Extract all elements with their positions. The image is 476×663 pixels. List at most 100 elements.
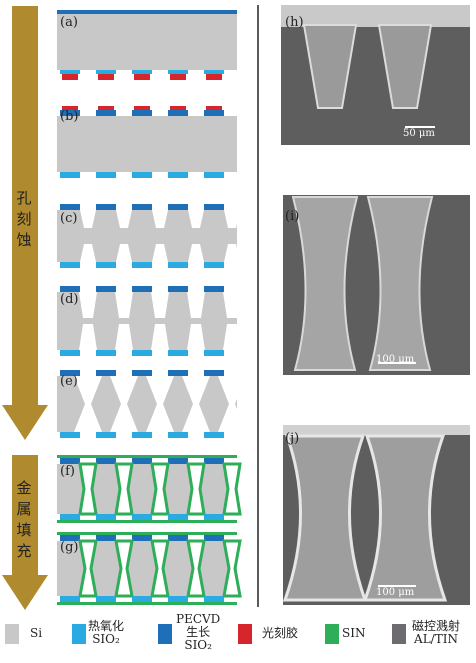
legend-label: SIN xyxy=(342,627,365,640)
legend-text: Si xyxy=(30,627,42,640)
layer-dash xyxy=(96,596,116,602)
scale-bar-label: 100 μm xyxy=(376,354,414,365)
panel-label: (g) xyxy=(60,541,78,555)
layer-dash xyxy=(170,106,186,110)
layer-dash xyxy=(96,514,116,520)
legend-label: 光刻胶 xyxy=(262,627,298,640)
layer-dash xyxy=(96,110,116,116)
layer-dash xyxy=(170,74,186,80)
figure-graphics xyxy=(0,0,476,663)
layer-dash xyxy=(168,432,188,438)
layer-dash xyxy=(168,262,188,268)
legend-swatch xyxy=(392,624,406,644)
layer-dash xyxy=(204,172,224,178)
layer-dash xyxy=(168,458,188,464)
layer-dash xyxy=(96,535,116,541)
layer-dash xyxy=(60,432,80,438)
layer-dash xyxy=(60,172,80,178)
legend-swatch xyxy=(5,624,19,644)
figure: 50 μm100 μm100 μm(a)(b)(c)(d)(e)(f)(g)(h… xyxy=(0,0,476,663)
layer-dash xyxy=(132,458,152,464)
layer-dash xyxy=(132,514,152,520)
layer-dash xyxy=(168,535,188,541)
legend-text: SIO₂ xyxy=(176,639,220,652)
scale-bar-label: 100 μm xyxy=(376,587,414,598)
layer-dash xyxy=(206,74,222,80)
legend-text: AL/TIN xyxy=(412,633,460,646)
silicon xyxy=(57,116,237,172)
layer-dash xyxy=(204,110,224,116)
layer-dash xyxy=(132,110,152,116)
panel-label: (e) xyxy=(60,375,78,389)
panel-label: (d) xyxy=(60,293,78,307)
legend-label: Si xyxy=(30,627,42,640)
layer-dash xyxy=(60,204,80,210)
layer-dash xyxy=(132,596,152,602)
stage-label: 孔刻蚀 xyxy=(15,190,32,253)
layer-dash xyxy=(96,432,116,438)
layer-dash xyxy=(204,262,224,268)
layer-dash xyxy=(132,535,152,541)
layer-dash xyxy=(60,514,80,520)
layer-dash xyxy=(204,370,224,376)
layer-dash xyxy=(96,204,116,210)
layer-dash xyxy=(132,286,152,292)
layer-dash xyxy=(204,286,224,292)
layer-dash xyxy=(168,172,188,178)
layer-dash xyxy=(96,70,116,74)
layer-dash xyxy=(168,110,188,116)
layer-dash xyxy=(132,350,152,356)
layer-dash xyxy=(60,350,80,356)
panel-label: (a) xyxy=(60,16,78,30)
legend-label: 磁控溅射AL/TIN xyxy=(412,620,460,646)
layer-dash xyxy=(168,514,188,520)
sin-layer xyxy=(57,520,237,523)
layer-dash xyxy=(204,204,224,210)
silicon xyxy=(57,14,237,70)
layer-dash xyxy=(168,286,188,292)
layer-dash xyxy=(62,74,78,80)
panel-label: (i) xyxy=(285,210,299,224)
layer-dash xyxy=(168,596,188,602)
legend-swatch xyxy=(158,624,172,644)
layer-dash xyxy=(60,262,80,268)
layer-dash xyxy=(96,286,116,292)
layer-dash xyxy=(60,70,80,74)
panel-label: (j) xyxy=(285,432,299,446)
sem-surface xyxy=(283,425,470,435)
panel-label: (b) xyxy=(60,110,78,124)
layer-dash xyxy=(168,70,188,74)
layer-dash xyxy=(134,106,150,110)
layer-dash xyxy=(96,370,116,376)
legend-swatch xyxy=(325,624,339,644)
legend-text: SIN xyxy=(342,627,365,640)
layer-dash xyxy=(134,74,150,80)
layer-dash xyxy=(132,262,152,268)
layer-dash xyxy=(206,106,222,110)
layer-dash xyxy=(204,350,224,356)
layer-dash xyxy=(168,204,188,210)
layer-dash xyxy=(204,514,224,520)
oxide-layer xyxy=(57,10,237,14)
sem-surface xyxy=(281,5,470,27)
layer-dash xyxy=(132,70,152,74)
layer-dash xyxy=(204,458,224,464)
layer-dash xyxy=(96,172,116,178)
layer-dash xyxy=(132,370,152,376)
panel-label: (h) xyxy=(285,16,304,30)
legend-text: 光刻胶 xyxy=(262,627,298,640)
layer-dash xyxy=(168,370,188,376)
layer-dash xyxy=(132,204,152,210)
sin-layer xyxy=(57,532,237,535)
layer-dash xyxy=(132,172,152,178)
layer-dash xyxy=(132,432,152,438)
scale-bar-label: 50 μm xyxy=(403,128,435,139)
panel-label: (c) xyxy=(60,212,77,226)
layer-dash xyxy=(204,535,224,541)
legend-swatch xyxy=(238,624,252,644)
layer-dash xyxy=(60,596,80,602)
legend-text: SIO₂ xyxy=(88,633,124,646)
layer-dash xyxy=(98,74,114,80)
layer-dash xyxy=(168,350,188,356)
